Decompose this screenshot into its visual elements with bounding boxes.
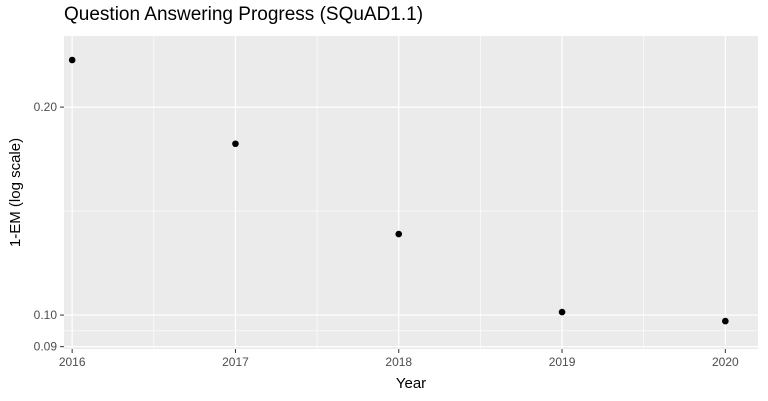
x-tick-label: 2019 xyxy=(549,355,576,369)
x-tick-label: 2018 xyxy=(385,355,412,369)
x-tick-label: 2016 xyxy=(59,355,86,369)
plot-panel xyxy=(64,36,758,349)
y-tick-label: 0.20 xyxy=(34,100,58,114)
data-point xyxy=(232,140,239,148)
y-tick-label: 0.09 xyxy=(34,340,58,354)
x-axis-title: Year xyxy=(396,375,426,392)
axis-ticks xyxy=(60,106,726,353)
y-tick-label: 0.10 xyxy=(34,308,58,322)
y-axis-title: 1-EM (log scale) xyxy=(7,138,24,247)
grid-major xyxy=(64,36,758,349)
x-tick-labels: 2016 2017 2018 2019 2020 xyxy=(59,355,739,369)
x-tick-label: 2020 xyxy=(712,355,739,369)
data-points xyxy=(68,56,729,325)
chart-title: Question Answering Progress (SQuAD1.1) xyxy=(64,4,424,25)
data-point xyxy=(395,230,403,238)
data-point xyxy=(722,317,729,325)
grid-minor xyxy=(64,36,758,349)
data-point xyxy=(68,56,76,64)
x-tick-label: 2017 xyxy=(222,355,249,369)
data-point xyxy=(558,308,566,316)
y-tick-labels: 0.09 0.10 0.20 xyxy=(34,100,58,354)
